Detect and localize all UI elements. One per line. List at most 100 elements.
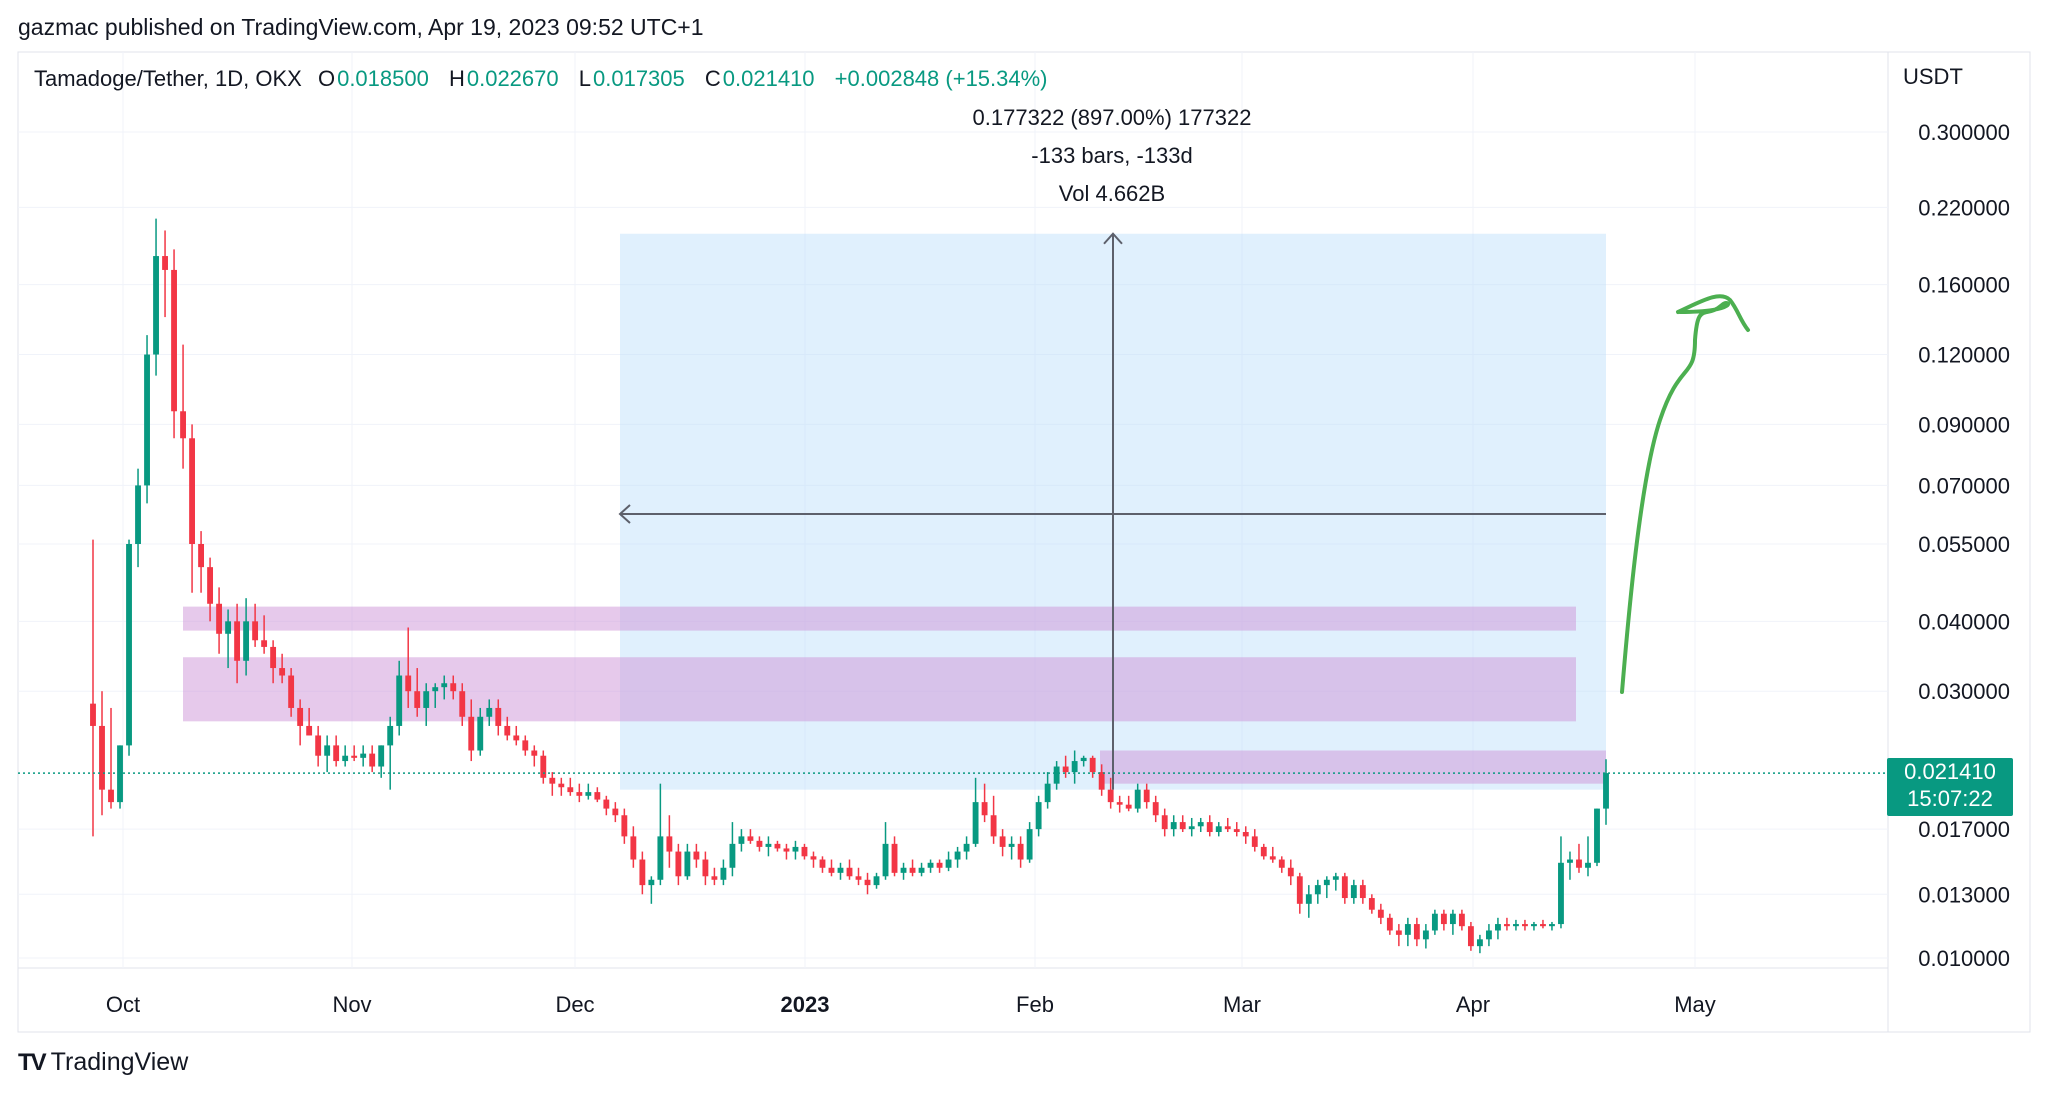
- candle-body: [279, 668, 286, 676]
- candle-body: [765, 843, 772, 847]
- x-tick-label: Nov: [332, 992, 371, 1017]
- candle-body: [297, 707, 304, 726]
- candle-body: [144, 354, 150, 486]
- candle-body: [1449, 913, 1456, 925]
- open-label: O: [317, 66, 336, 91]
- last-price-tag: 0.021410 15:07:22: [1887, 758, 2013, 816]
- candle-body: [540, 755, 547, 778]
- y-tick-label: 0.160000: [1918, 273, 2010, 298]
- y-tick-label: 0.055000: [1918, 532, 2010, 557]
- support-zone[interactable]: [183, 657, 1576, 722]
- candle-body: [1233, 829, 1240, 833]
- measure-arrowhead-left: [618, 504, 631, 524]
- candle-body: [1458, 913, 1465, 927]
- candle-body: [1332, 876, 1339, 880]
- candle-body: [378, 745, 385, 767]
- candle-body: [1305, 894, 1312, 904]
- candle-body: [1522, 924, 1528, 927]
- candle-body: [999, 836, 1006, 847]
- candle-body: [477, 716, 484, 751]
- candle-body: [1431, 913, 1438, 931]
- candle-body: [954, 851, 961, 860]
- candle-body: [1251, 836, 1258, 847]
- candle-body: [837, 867, 844, 873]
- candle-body: [360, 753, 367, 758]
- low-label: L: [578, 66, 591, 91]
- candle-body: [1161, 815, 1168, 830]
- candle-body: [711, 876, 718, 880]
- candle-body: [414, 691, 421, 708]
- close-label: C: [704, 66, 721, 91]
- candle-body: [729, 843, 736, 868]
- candle-body: [1107, 789, 1114, 803]
- candle-body: [1314, 885, 1321, 895]
- candle-body: [1440, 913, 1447, 925]
- candle-body: [495, 707, 502, 726]
- y-axis-unit: USDT: [1903, 64, 1963, 89]
- candle-body: [945, 859, 952, 868]
- candle-body: [819, 859, 826, 868]
- candle-body: [450, 683, 457, 692]
- candle-body: [135, 485, 141, 544]
- candle-body: [927, 862, 934, 868]
- candle-body: [432, 687, 439, 692]
- candle-body: [891, 843, 898, 873]
- candle-body: [621, 815, 628, 837]
- x-tick-label: Apr: [1456, 992, 1490, 1017]
- candle-body: [1035, 802, 1042, 830]
- candle-body: [639, 859, 646, 886]
- candle-body: [315, 735, 322, 756]
- candle-body: [1422, 930, 1429, 940]
- candle-body: [153, 256, 159, 355]
- candle-body: [666, 836, 673, 852]
- candle-body: [1089, 757, 1096, 773]
- candle-body: [1044, 783, 1051, 803]
- candle-body: [180, 411, 186, 439]
- time-axis[interactable]: Oct Nov Dec 2023 Feb Mar Apr May: [106, 992, 1716, 1017]
- symbol-label[interactable]: Tamadoge/Tether, 1D, OKX: [34, 66, 302, 91]
- candle-body: [261, 640, 268, 647]
- price-axis[interactable]: 0.300000 0.220000 0.160000 0.120000 0.090000…: [1903, 64, 2010, 971]
- change-value: +0.002848 (+15.34%): [834, 66, 1048, 91]
- candle-body: [774, 843, 781, 849]
- candle-body: [567, 787, 574, 793]
- chart-border: [17, 51, 2031, 1033]
- candle-body: [513, 735, 520, 741]
- candle-body: [90, 703, 96, 726]
- candle-body: [1206, 822, 1213, 833]
- candle-body: [486, 707, 493, 717]
- candle-body: [1260, 846, 1267, 857]
- candle-body: [1098, 772, 1105, 790]
- candle-body: [963, 843, 970, 852]
- candle-body: [1603, 773, 1609, 809]
- candle-body: [504, 725, 511, 736]
- candle-body: [1296, 876, 1303, 904]
- candle-body: [675, 851, 682, 877]
- candle-body: [1080, 757, 1087, 762]
- candle-body: [981, 802, 988, 816]
- candle-body: [405, 675, 412, 692]
- candle-body: [990, 815, 997, 837]
- overlays: [18, 232, 1888, 790]
- candle-body: [1395, 930, 1402, 935]
- x-tick-label: Feb: [1016, 992, 1054, 1017]
- candle-body: [171, 269, 177, 412]
- candle-body: [855, 876, 862, 880]
- support-zone[interactable]: [1100, 750, 1606, 784]
- y-tick-label: 0.013000: [1918, 882, 2010, 907]
- candle-body: [1323, 879, 1330, 886]
- support-zone[interactable]: [183, 606, 1576, 631]
- candle-body: [522, 740, 529, 751]
- candle-body: [189, 438, 195, 544]
- candle-body: [1476, 939, 1483, 947]
- candle-body: [1269, 856, 1276, 860]
- low-value: 0.017305: [593, 66, 685, 91]
- close-value: 0.021410: [722, 66, 815, 91]
- candle-body: [1404, 924, 1411, 935]
- brand-name: TradingView: [50, 1048, 189, 1076]
- tradingview-footer[interactable]: TV TradingView: [18, 1048, 188, 1077]
- zones[interactable]: [183, 606, 1606, 784]
- candle-body: [594, 792, 601, 800]
- candle-body: [576, 792, 583, 796]
